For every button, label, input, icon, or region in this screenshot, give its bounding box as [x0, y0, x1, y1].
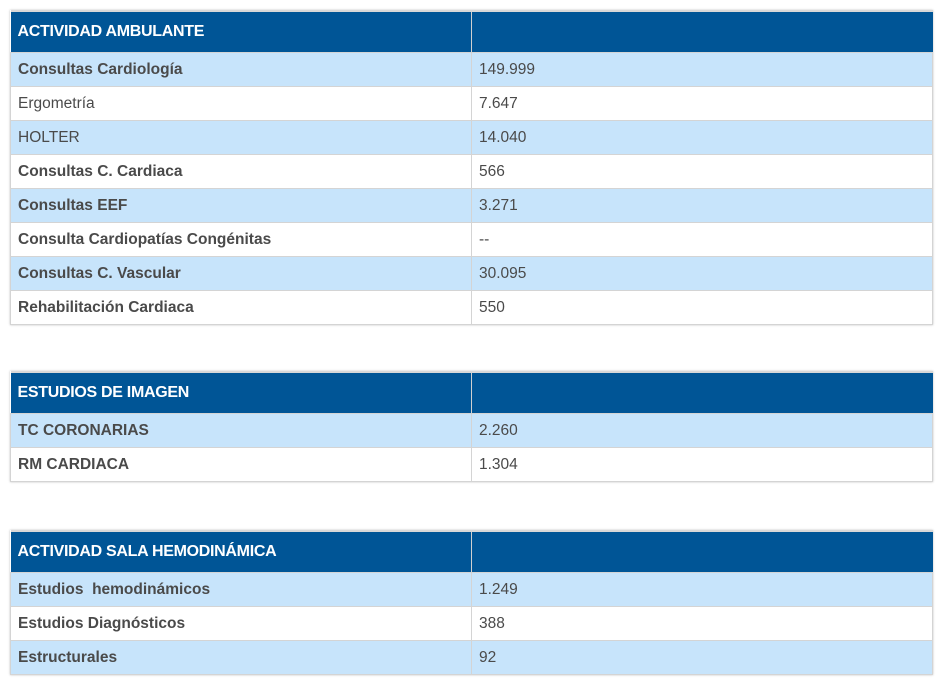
row-value: 30.095	[471, 256, 933, 291]
table-actividad-ambulante: ACTIVIDAD AMBULANTE Consultas Cardiologí…	[10, 10, 933, 325]
table-row: Ergometría 7.647	[10, 86, 933, 121]
row-label: Consultas EEF	[10, 188, 472, 223]
row-label: Estructurales	[10, 640, 472, 675]
table-actividad-sala-hemodinamica: ACTIVIDAD SALA HEMODINÁMICA Estudios hem…	[10, 530, 933, 675]
table-row: HOLTER 14.040	[10, 120, 933, 155]
row-value: 566	[471, 154, 933, 189]
table-header-row: ACTIVIDAD SALA HEMODINÁMICA	[10, 530, 933, 573]
row-label: TC CORONARIAS	[10, 413, 472, 448]
row-value: 388	[471, 606, 933, 641]
row-label: Ergometría	[10, 86, 472, 121]
table-row: Consulta Cardiopatías Congénitas --	[10, 222, 933, 257]
row-label: Estudios hemodinámicos	[10, 572, 472, 607]
table-row: Consultas Cardiología 149.999	[10, 52, 933, 87]
row-value: 2.260	[471, 413, 933, 448]
table-row: RM CARDIACA 1.304	[10, 447, 933, 482]
row-value: 550	[471, 290, 933, 325]
row-value: 1.249	[471, 572, 933, 607]
table-row: Estructurales 92	[10, 640, 933, 675]
row-value: 149.999	[471, 52, 933, 87]
table-row: Consultas C. Vascular 30.095	[10, 256, 933, 291]
row-value: 7.647	[471, 86, 933, 121]
table-estudios-de-imagen: ESTUDIOS DE IMAGEN TC CORONARIAS 2.260 R…	[10, 371, 933, 482]
table-row: Estudios Diagnósticos 388	[10, 606, 933, 641]
section-header-value	[471, 371, 933, 414]
row-value: 1.304	[471, 447, 933, 482]
row-label: Consulta Cardiopatías Congénitas	[10, 222, 472, 257]
table-row: Consultas C. Cardiaca 566	[10, 154, 933, 189]
row-label: HOLTER	[10, 120, 472, 155]
row-value: 3.271	[471, 188, 933, 223]
row-label: Rehabilitación Cardiaca	[10, 290, 472, 325]
table-row: TC CORONARIAS 2.260	[10, 413, 933, 448]
section-header-value	[471, 530, 933, 573]
table-row: Rehabilitación Cardiaca 550	[10, 290, 933, 325]
section-header-value	[471, 10, 933, 53]
row-label: Estudios Diagnósticos	[10, 606, 472, 641]
row-value: 92	[471, 640, 933, 675]
row-label: Consultas C. Vascular	[10, 256, 472, 291]
row-value: --	[471, 222, 933, 257]
section-title: ACTIVIDAD SALA HEMODINÁMICA	[10, 530, 472, 573]
table-row: Consultas EEF 3.271	[10, 188, 933, 223]
row-label: RM CARDIACA	[10, 447, 472, 482]
row-value: 14.040	[471, 120, 933, 155]
section-title: ACTIVIDAD AMBULANTE	[10, 10, 472, 53]
table-header-row: ACTIVIDAD AMBULANTE	[10, 10, 933, 53]
row-label: Consultas C. Cardiaca	[10, 154, 472, 189]
table-row: Estudios hemodinámicos 1.249	[10, 572, 933, 607]
table-header-row: ESTUDIOS DE IMAGEN	[10, 371, 933, 414]
row-label: Consultas Cardiología	[10, 52, 472, 87]
section-title: ESTUDIOS DE IMAGEN	[10, 371, 472, 414]
